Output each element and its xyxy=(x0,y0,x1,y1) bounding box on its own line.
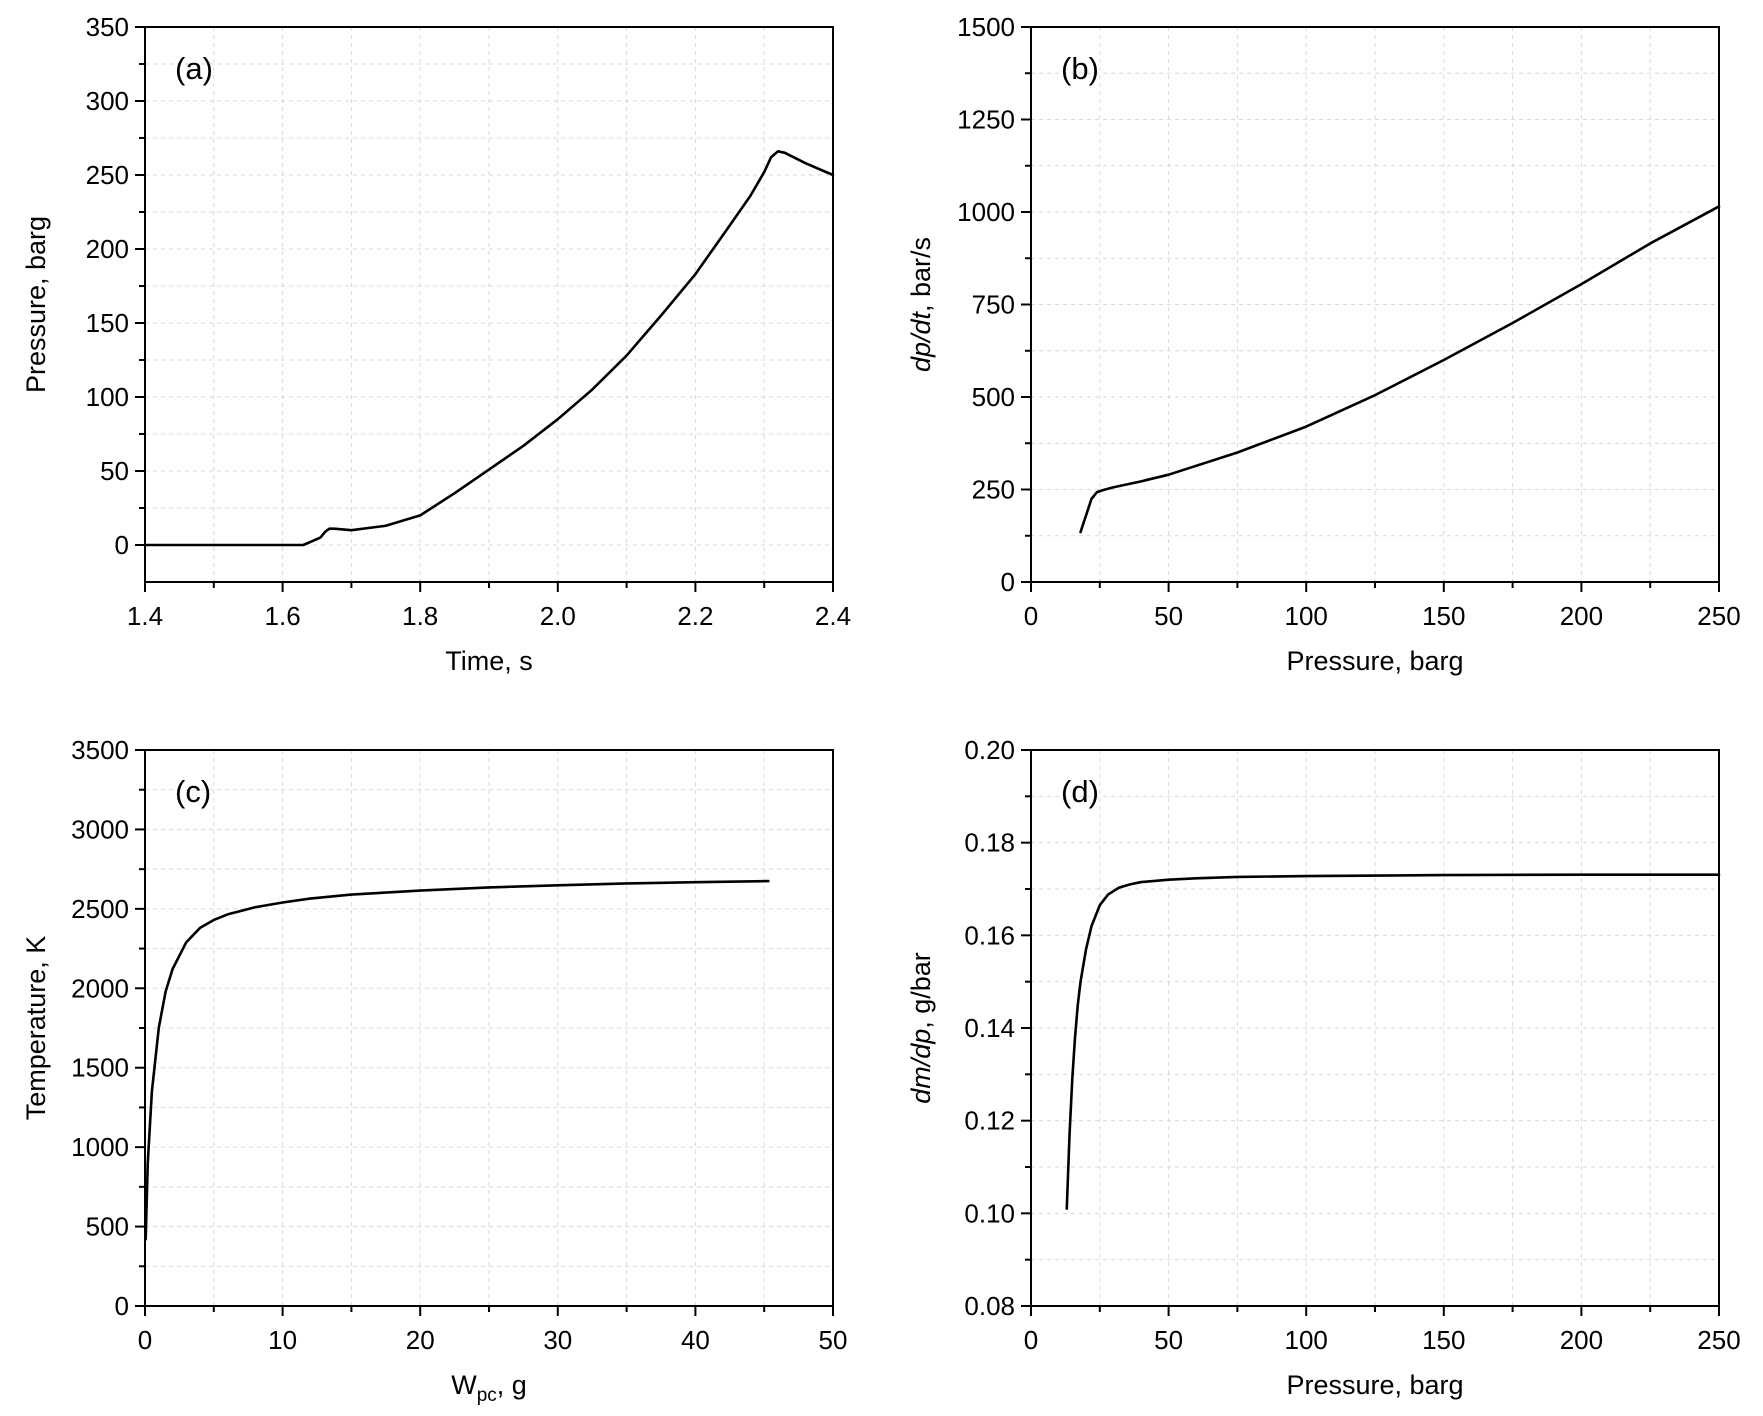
y-axis-title: Temperature, K xyxy=(21,936,51,1121)
y-tick-label: 750 xyxy=(972,290,1015,320)
x-tick-label: 10 xyxy=(268,1325,297,1355)
x-tick-label: 1.6 xyxy=(265,601,301,631)
y-tick-label: 250 xyxy=(86,160,129,190)
y-axis-title: dp/dt, bar/s xyxy=(906,237,936,372)
x-tick-label: 100 xyxy=(1285,1325,1328,1355)
series-line xyxy=(1079,205,1721,534)
y-tick-label: 3000 xyxy=(71,814,129,844)
x-tick-label: 250 xyxy=(1697,1325,1740,1355)
y-tick-label: 2000 xyxy=(71,973,129,1003)
y-tick-label: 0.18 xyxy=(964,828,1015,858)
x-axis-title: Time, s xyxy=(445,646,533,676)
y-tick-label: 0 xyxy=(1001,567,1015,597)
y-tick-label: 200 xyxy=(86,234,129,264)
x-tick-label: 50 xyxy=(819,1325,848,1355)
panel-c: 0 10 20 30 40 500500100015002000250030003500W… xyxy=(21,735,847,1406)
x-tick-label: 2.2 xyxy=(677,601,713,631)
y-tick-label: 1000 xyxy=(71,1132,129,1162)
y-tick-label: 0.08 xyxy=(964,1291,1015,1321)
panel-label: (b) xyxy=(1061,51,1099,86)
y-tick-label: 300 xyxy=(86,86,129,116)
x-tick-label: 1.8 xyxy=(402,601,438,631)
y-tick-label: 100 xyxy=(86,382,129,412)
panel-b: 0 50 100 150 200 250 0 250 500 750 1000 1250 1500 Pre… xyxy=(906,12,1741,676)
x-tick-label: 30 xyxy=(543,1325,572,1355)
x-tick-label: 50 xyxy=(1154,1325,1183,1355)
x-tick-label: 100 xyxy=(1285,601,1328,631)
x-tick-label: 0 xyxy=(1024,1325,1038,1355)
x-axis-title: Pressure, barg xyxy=(1286,1370,1463,1400)
y-tick-label: 1500 xyxy=(957,12,1015,42)
y-tick-label: 0.10 xyxy=(964,1198,1015,1228)
x-tick-label: 2.4 xyxy=(815,601,851,631)
series-line xyxy=(143,150,835,547)
y-tick-label: 0 xyxy=(115,1291,129,1321)
x-tick-label: 50 xyxy=(1154,601,1183,631)
y-tick-label: 500 xyxy=(972,382,1015,412)
y-tick-label: 1000 xyxy=(957,197,1015,227)
x-tick-label: 150 xyxy=(1422,601,1465,631)
y-tick-label: 350 xyxy=(86,12,129,42)
y-tick-label: 150 xyxy=(86,308,129,338)
y-tick-label: 0.14 xyxy=(964,1013,1015,1043)
series-line xyxy=(1065,873,1721,1210)
y-tick-label: 250 xyxy=(972,475,1015,505)
panel-d: 0 50 100 150 200 250 0.08 0.10 0.12 0.14 0.16 0.18 0… xyxy=(906,735,1741,1400)
x-axis-title: Wpc, g xyxy=(451,1370,527,1406)
x-tick-label: 40 xyxy=(681,1325,710,1355)
y-tick-label: 1500 xyxy=(71,1053,129,1083)
x-tick-label: 250 xyxy=(1697,601,1740,631)
x-tick-label: 200 xyxy=(1560,1325,1603,1355)
y-tick-label: 0.12 xyxy=(964,1106,1015,1136)
y-tick-label: 0.20 xyxy=(964,735,1015,765)
panel-label: (a) xyxy=(175,51,213,86)
series-line xyxy=(144,879,770,1241)
x-tick-label: 0 xyxy=(1024,601,1038,631)
panel-label: (c) xyxy=(175,774,211,809)
x-axis-title: Pressure, barg xyxy=(1286,646,1463,676)
x-tick-label: 1.4 xyxy=(127,601,163,631)
y-tick-label: 2500 xyxy=(71,894,129,924)
y-tick-label: 1250 xyxy=(957,105,1015,135)
y-tick-label: 50 xyxy=(100,456,129,486)
x-tick-label: 200 xyxy=(1560,601,1603,631)
y-axis-title: dm/dp, g/bar xyxy=(906,952,936,1104)
y-tick-label: 500 xyxy=(86,1212,129,1242)
panel-label: (d) xyxy=(1061,774,1099,809)
y-axis-title: Pressure, barg xyxy=(21,216,51,393)
y-tick-label: 0.16 xyxy=(964,920,1015,950)
y-tick-label: 0 xyxy=(115,530,129,560)
x-tick-label: 0 xyxy=(138,1325,152,1355)
x-tick-label: 20 xyxy=(406,1325,435,1355)
x-tick-label: 2.0 xyxy=(540,601,576,631)
y-tick-label: 3500 xyxy=(71,735,129,765)
x-tick-label: 150 xyxy=(1422,1325,1465,1355)
panel-a: 1.4 1.6 1.8 2.0 2.2 2.4 0 50 100 150 200 250 300 350 T… xyxy=(21,12,851,676)
